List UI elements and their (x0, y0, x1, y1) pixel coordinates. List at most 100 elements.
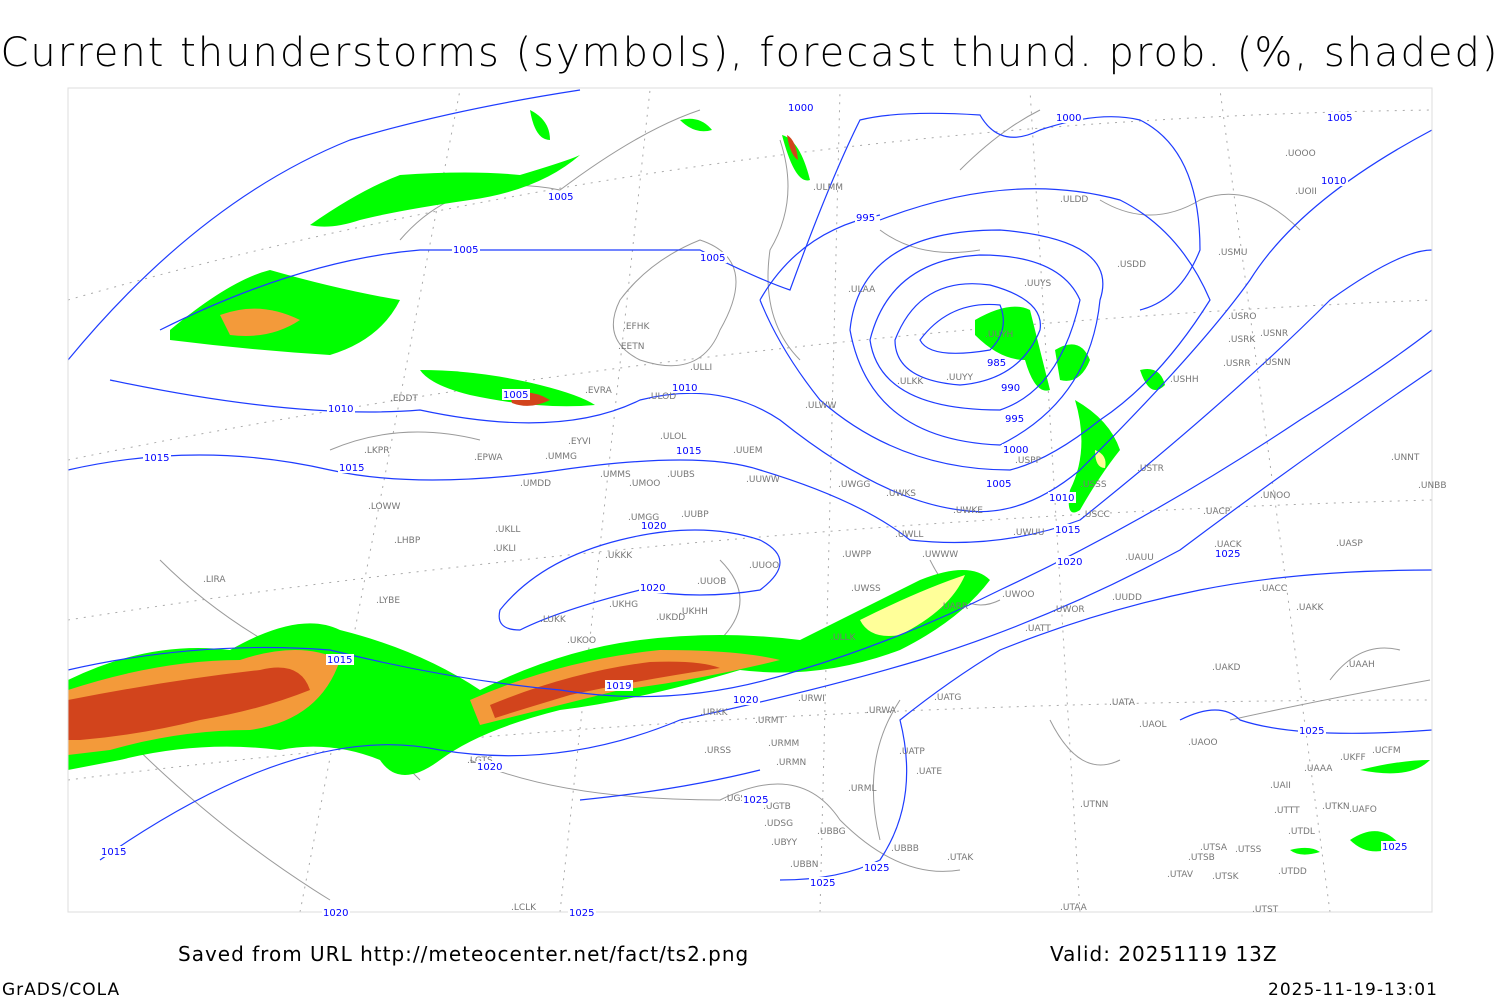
station-label: .UTTT (1274, 806, 1300, 816)
station-label: .URML (848, 784, 876, 794)
isobar-label: 1019 (606, 681, 631, 692)
isobar-label: 1000 (788, 103, 813, 114)
station-label: .UAAA (1304, 764, 1333, 774)
isobar-label: 985 (987, 358, 1006, 369)
station-label: .UOII (1295, 187, 1317, 197)
station-label: .USTR (1137, 464, 1164, 474)
station-label: .UACC (1259, 584, 1287, 594)
station-label: .UWOO (1002, 590, 1035, 600)
station-label: .UNOO (1260, 491, 1290, 501)
station-label: .UUBS (667, 470, 695, 480)
software-credit: GrADS/COLA (2, 980, 121, 1000)
station-label: .USSS (1080, 480, 1107, 490)
isobar-label: 990 (1001, 383, 1020, 394)
station-label: .UAOO (1188, 738, 1218, 748)
station-label: .EVRA (585, 386, 613, 396)
station-label: .URWI (798, 694, 825, 704)
isobar-label: 1020 (323, 908, 348, 919)
station-label: .UNNT (1391, 453, 1420, 463)
station-label: .UGTB (763, 802, 791, 812)
station-label: .UMGG (628, 513, 659, 523)
station-label: .UMMG (545, 452, 577, 462)
station-label: .UATP (899, 747, 925, 757)
station-label: .UTDD (1278, 867, 1307, 877)
station-label: .UKHG (609, 600, 638, 610)
station-label: .UWOR (1053, 605, 1085, 615)
station-label: .USHH (1170, 375, 1199, 385)
station-label: .UTAK (947, 853, 974, 863)
station-label: .UNBB (1418, 481, 1447, 491)
isobar-label: 1010 (672, 383, 697, 394)
station-label: .USMU (1218, 248, 1248, 258)
station-label: .LHBP (394, 536, 421, 546)
station-label: .UAII (1270, 781, 1291, 791)
isobar-label: 1020 (733, 695, 758, 706)
isobar-label: 1010 (328, 404, 353, 415)
station-label: .URMT (755, 716, 784, 726)
station-label: .ULOL (660, 432, 686, 442)
station-label: .UTSK (1212, 872, 1240, 882)
isobar-label: 1010 (1049, 493, 1074, 504)
station-label: .UWKS (886, 489, 916, 499)
station-label: .ULDD (1060, 195, 1088, 205)
isobar-label: 995 (1005, 414, 1024, 425)
station-label: .UWSS (851, 584, 881, 594)
station-label: .UTSA (1200, 843, 1228, 853)
isobar-label: 1000 (1003, 445, 1028, 456)
isobar-label: 1025 (864, 863, 889, 874)
station-label: .UUDD (1112, 593, 1142, 603)
station-label: .UUOB (697, 577, 726, 587)
isobar-label: 1005 (453, 245, 478, 256)
station-label: .UUOO (749, 561, 779, 571)
station-label: .URKK (700, 708, 729, 718)
station-label: .UTAV (1167, 870, 1194, 880)
generated-timestamp: 2025-11-19-13:01 (1268, 980, 1438, 1000)
station-label: .UBBB (891, 844, 919, 854)
station-label: .UTKN (1322, 802, 1350, 812)
isobar-label: 1005 (986, 479, 1011, 490)
station-label: .UBYY (771, 838, 798, 848)
station-label: .UKKK (605, 551, 633, 561)
station-label: .UATA (1109, 698, 1136, 708)
station-label: .UTSS (1235, 845, 1262, 855)
station-label: .UAAH (1346, 660, 1375, 670)
station-label: .UAUU (1125, 553, 1154, 563)
station-label: .UTSB (1188, 853, 1215, 863)
station-label: .UTAA (1060, 903, 1088, 913)
station-label: .UAKD (1212, 663, 1241, 673)
isobar-label: 1025 (569, 908, 594, 919)
station-label: .UKLI (493, 544, 516, 554)
isobar-label: 1020 (477, 762, 502, 773)
station-label: .UARR (940, 602, 968, 612)
station-label: .UWPP (842, 550, 872, 560)
station-label: .UKDD (656, 613, 685, 623)
station-label: .UKFF (1340, 753, 1366, 763)
station-label: .LOWW (368, 502, 401, 512)
station-label: .UWLL (895, 530, 923, 540)
station-label: .EETN (618, 342, 644, 352)
station-label: .UATT (1025, 624, 1051, 634)
graticule (67, 89, 1433, 913)
isobar-label: 1005 (1327, 113, 1352, 124)
isobar-label: 1010 (1321, 176, 1346, 187)
map-frame (67, 87, 1433, 913)
isobar-label: 1000 (1056, 113, 1081, 124)
station-label: .EYVI (568, 437, 591, 447)
isobar-label: 995 (856, 213, 875, 224)
station-label: .USNN (1262, 358, 1291, 368)
station-label: .UACP (1203, 507, 1231, 517)
valid-time-text: Valid: 20251119 13Z (1050, 942, 1278, 966)
isobar-label: 1025 (1299, 726, 1324, 737)
isobars (67, 89, 1433, 881)
station-label: .EPWA (474, 453, 503, 463)
station-label: .USDD (1117, 260, 1146, 270)
isobar-label: 1025 (1382, 842, 1407, 853)
station-label: .UWUU (1013, 528, 1045, 538)
station-label: .ULKK (897, 377, 924, 387)
isobar-label: 1020 (1057, 557, 1082, 568)
station-label: .USRK (1228, 335, 1256, 345)
station-label: .USCC (1082, 510, 1110, 520)
station-label: .UUYH (985, 330, 1013, 340)
station-label: .UUWW (746, 475, 780, 485)
station-label: .UKOO (567, 636, 596, 646)
